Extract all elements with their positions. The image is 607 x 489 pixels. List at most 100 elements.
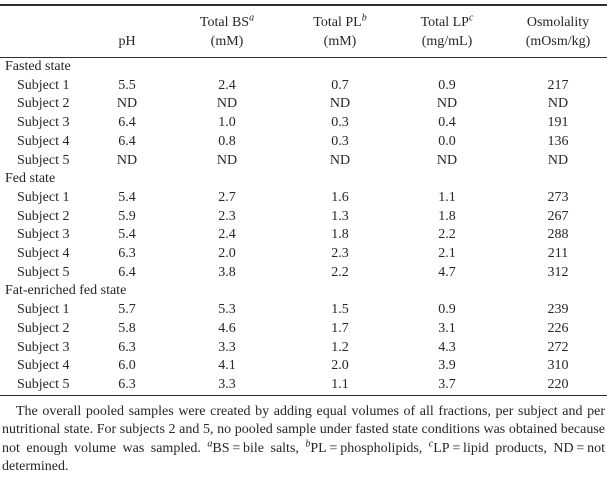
section-label: Fat-enriched fed state	[5, 283, 127, 299]
header-superscript: a	[249, 12, 255, 24]
value-cell: 6.4	[118, 264, 136, 280]
value-cell: 136	[547, 133, 569, 149]
value-cell: 2.0	[331, 358, 349, 374]
subject-row: Subject 2 5.9 2.3 1.3 1.8 267	[0, 208, 607, 227]
header-unit-osm: (mOsm/kg)	[509, 32, 607, 58]
subject-label: Subject 1	[17, 302, 70, 318]
value-cell: 3.3	[159, 375, 295, 396]
subject-label: Subject 1	[17, 77, 70, 93]
header-osmolality: Osmolality	[509, 5, 607, 32]
value-cell: 6.4	[118, 115, 136, 131]
value-cell: 2.3	[331, 246, 349, 262]
value-cell: 2.3	[218, 208, 236, 224]
value-cell: 0.8	[218, 133, 236, 149]
subject-row: Subject 4 6.0 4.1 2.0 3.9 310	[0, 357, 607, 376]
value-cell: 273	[547, 189, 569, 205]
header-spacer	[0, 32, 95, 58]
value-cell: ND	[329, 152, 351, 168]
header-total-bs: Total BSa	[159, 5, 295, 32]
value-cell: 3.8	[218, 264, 236, 280]
value-cell: 4.3	[438, 339, 456, 355]
value-cell: 1.3	[331, 208, 349, 224]
value-cell: ND	[547, 152, 569, 168]
header-total-lp: Total LPc	[385, 5, 509, 32]
value-cell: 239	[547, 302, 569, 318]
value-cell: 217	[547, 77, 569, 93]
value-cell: 5.4	[118, 189, 136, 205]
section-row: Fat-enriched fed state	[0, 282, 607, 301]
value-cell: 3.7	[385, 375, 509, 396]
value-cell: 4.7	[438, 264, 456, 280]
value-cell: 191	[547, 115, 569, 131]
value-cell: 3.3	[218, 339, 236, 355]
footnote-seg-lp: LP = lipid products, ND = not determined…	[2, 440, 606, 475]
value-cell: 267	[547, 208, 569, 224]
subject-row: Subject 5 6.3 3.3 1.1 3.7 220	[0, 375, 607, 396]
value-cell: 0.0	[438, 133, 456, 149]
header-row-names: Total BSa Total PLb Total LPc Osmolality	[0, 5, 607, 32]
value-cell: 6.3	[118, 339, 136, 355]
subject-row: Subject 3 6.3 3.3 1.2 4.3 272	[0, 339, 607, 358]
header-row-units: pH (mM) (mM) (mg/mL) (mOsm/kg)	[0, 32, 607, 58]
value-cell: 1.6	[331, 189, 349, 205]
value-cell: 6.3	[118, 246, 136, 262]
value-cell: 1.1	[438, 189, 456, 205]
subject-row: Subject 3 6.4 1.0 0.3 0.4 191	[0, 114, 607, 133]
value-cell: 0.7	[331, 77, 349, 93]
subject-label: Subject 2	[17, 208, 70, 224]
section-row: Fasted state	[0, 58, 607, 77]
value-cell: 312	[547, 264, 569, 280]
value-cell: 5.4	[118, 227, 136, 243]
footnote-superscript-c: c	[428, 438, 434, 450]
value-cell: 5.9	[118, 208, 136, 224]
header-unit-bs: (mM)	[159, 32, 295, 58]
value-cell: 5.3	[218, 302, 236, 318]
value-cell: 2.4	[218, 77, 236, 93]
subject-label: Subject 2	[17, 96, 70, 112]
value-cell: 1.8	[331, 227, 349, 243]
value-cell: 5.8	[118, 320, 136, 336]
subject-row: Subject 3 5.4 2.4 1.8 2.2 288	[0, 226, 607, 245]
value-cell: 2.1	[438, 246, 456, 262]
value-cell: 1.0	[218, 115, 236, 131]
table-header: Total BSa Total PLb Total LPc Osmolality…	[0, 5, 607, 58]
subject-row: Subject 5 ND ND ND ND ND	[0, 152, 607, 171]
table-footnote: The overall pooled samples were created …	[0, 403, 607, 477]
subject-label: Subject 3	[17, 115, 70, 131]
value-cell: 226	[547, 320, 569, 336]
subject-row: Subject 5 6.4 3.8 2.2 4.7 312	[0, 264, 607, 283]
footnote-seg-bs: BS = bile salts,	[212, 440, 306, 456]
header-label: Total PL	[313, 15, 362, 30]
value-cell: 0.3	[331, 115, 349, 131]
value-cell: 1.7	[331, 320, 349, 336]
value-cell: 1.2	[331, 339, 349, 355]
subject-row: Subject 4 6.4 0.8 0.3 0.0 136	[0, 133, 607, 152]
value-cell: ND	[216, 96, 238, 112]
value-cell: 220	[509, 375, 607, 396]
value-cell: 3.1	[438, 320, 456, 336]
subject-label: Subject 5	[17, 264, 70, 280]
subject-row: Subject 1 5.5 2.4 0.7 0.9 217	[0, 77, 607, 96]
subject-label: Subject 3	[17, 227, 70, 243]
value-cell: ND	[216, 152, 238, 168]
header-superscript: b	[361, 12, 367, 24]
value-cell: 5.5	[118, 77, 136, 93]
header-total-pl: Total PLb	[295, 5, 385, 32]
subject-label: Subject 2	[17, 320, 70, 336]
value-cell: 2.2	[331, 264, 349, 280]
header-spacer	[95, 5, 159, 32]
value-cell: 272	[547, 339, 569, 355]
subject-row: Subject 2 ND ND ND ND ND	[0, 95, 607, 114]
footnote-superscript-b: b	[305, 438, 311, 450]
value-cell: 310	[547, 358, 569, 374]
value-cell: 3.9	[438, 358, 456, 374]
subject-row: Subject 1 5.7 5.3 1.5 0.9 239	[0, 301, 607, 320]
value-cell: 1.1	[295, 375, 385, 396]
subject-row: Subject 1 5.4 2.7 1.6 1.1 273	[0, 189, 607, 208]
pooled-samples-table: Total BSa Total PLb Total LPc Osmolality…	[0, 4, 607, 396]
value-cell: 0.4	[438, 115, 456, 131]
value-cell: ND	[116, 152, 138, 168]
value-cell: 6.4	[118, 133, 136, 149]
value-cell: 5.7	[118, 302, 136, 318]
value-cell: 0.9	[438, 302, 456, 318]
